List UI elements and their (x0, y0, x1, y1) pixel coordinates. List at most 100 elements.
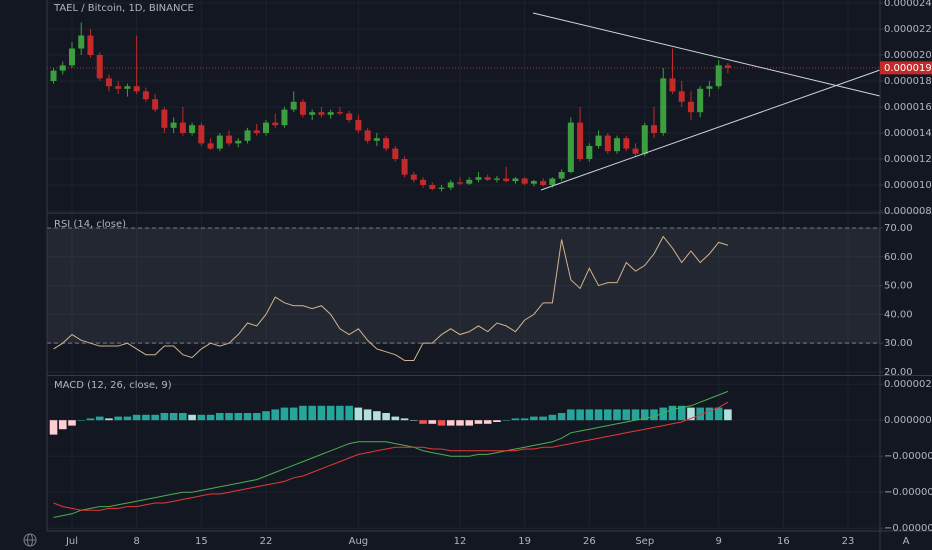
macd-histogram-bar (86, 418, 95, 421)
macd-histogram-bar (604, 409, 612, 421)
candle-body (170, 122, 177, 128)
macd-histogram-bar (622, 409, 631, 421)
candle-body (309, 112, 316, 115)
macd-histogram-bar (280, 407, 289, 421)
last-price-label: 0.00001901 (884, 63, 932, 74)
macd-histogram-bar (428, 420, 437, 424)
macd-line (53, 390, 729, 518)
macd-histogram-bar (225, 413, 233, 421)
candle-body (281, 109, 288, 126)
y-tick-label: −0.00000200 (884, 451, 932, 462)
trend-line-lower[interactable] (540, 69, 881, 191)
macd-histogram-bar (373, 411, 381, 421)
macd-histogram-bar (132, 414, 141, 421)
macd-histogram-bar (456, 420, 464, 426)
macd-histogram-bar (400, 418, 409, 421)
macd-histogram-bar (317, 405, 326, 421)
candle-body (456, 182, 463, 184)
macd-histogram-bar (114, 416, 122, 421)
macd-histogram-bar (123, 416, 132, 421)
candle-body (669, 78, 676, 92)
candle-body (549, 178, 556, 185)
y-tick-label: 0.00000800 (884, 206, 932, 217)
x-tick-label: Aug (349, 536, 369, 547)
auto-scale-button[interactable]: A (903, 536, 910, 547)
candle-body (115, 86, 122, 89)
candle-body (521, 178, 528, 184)
macd-histogram-bar (169, 413, 178, 421)
candle-body (253, 130, 260, 133)
macd-histogram-bar (594, 409, 603, 421)
candle-body (577, 122, 584, 159)
macd-histogram-bar (668, 405, 677, 421)
macd-histogram-bar (105, 418, 113, 421)
candle-body (595, 135, 602, 146)
macd-histogram-bar (631, 409, 640, 421)
candle-body (503, 178, 510, 182)
candle-body (198, 125, 205, 144)
candle-body (105, 78, 112, 87)
x-tick-label: 23 (842, 536, 855, 547)
candle-body (152, 99, 159, 110)
macd-histogram-bar (391, 416, 400, 421)
y-tick-label: 30.00 (884, 338, 913, 349)
candle-body (466, 179, 473, 184)
macd-histogram-bar (49, 420, 58, 435)
x-tick-label: Sep (635, 536, 654, 547)
macd-histogram-bar (724, 409, 732, 421)
grid (47, 0, 880, 531)
candle-body (327, 112, 334, 115)
candle-body (567, 122, 574, 172)
macd-histogram-bar (354, 407, 363, 421)
macd-histogram-bar (502, 420, 510, 421)
macd-histogram-bar (271, 409, 280, 421)
macd-histogram-bar (410, 420, 418, 421)
candle-body (69, 48, 75, 66)
candle-body (715, 65, 722, 87)
candle-body (189, 125, 196, 133)
candle-body (660, 78, 667, 133)
macd-histogram-bar (77, 420, 86, 421)
macd-histogram-bar (419, 420, 427, 424)
x-tick-label: 26 (583, 536, 596, 547)
candle-body (78, 35, 85, 49)
candle-body (133, 86, 140, 92)
candle-body (475, 177, 482, 180)
candle-body (142, 91, 149, 100)
signal-line (53, 401, 729, 511)
y-tick-label: −0.00000400 (884, 487, 932, 498)
macd-histogram-bar (557, 413, 566, 421)
candle-body (447, 182, 454, 188)
candle-body (161, 109, 168, 128)
y-tick-label: 20.00 (884, 367, 913, 378)
plot (47, 22, 880, 518)
macd-histogram-bar (446, 420, 455, 426)
y-tick-label: 0.00002000 (884, 50, 932, 61)
x-tick-label: 19 (518, 536, 531, 547)
macd-histogram-bar (58, 420, 67, 430)
candle-body (299, 101, 306, 115)
trend-line-upper[interactable] (532, 12, 881, 97)
globe-icon[interactable] (23, 533, 37, 547)
candle-body (678, 91, 685, 102)
y-tick-label: 0.00000000 (884, 415, 932, 426)
x-tick-label: 9 (715, 536, 721, 547)
macd-histogram-bar (308, 405, 316, 421)
macd-histogram-bar (511, 418, 520, 421)
candle-body (235, 140, 242, 144)
candle-body (346, 113, 353, 120)
candle-body (318, 112, 325, 115)
y-tick-label: 0.00001000 (884, 180, 932, 191)
macd-histogram-bar (326, 405, 335, 421)
candle-body (484, 177, 491, 180)
macd-histogram-bar (336, 405, 344, 421)
macd-histogram-bar (179, 413, 187, 421)
macd-histogram-bar (289, 407, 298, 421)
macd-histogram-bar (474, 420, 483, 424)
candle-body (87, 35, 94, 55)
macd-histogram-bar (714, 407, 723, 421)
candle-body (558, 171, 565, 179)
candle-body (687, 101, 694, 113)
x-tick-label: 22 (260, 536, 273, 547)
macd-histogram-bar (650, 409, 658, 421)
